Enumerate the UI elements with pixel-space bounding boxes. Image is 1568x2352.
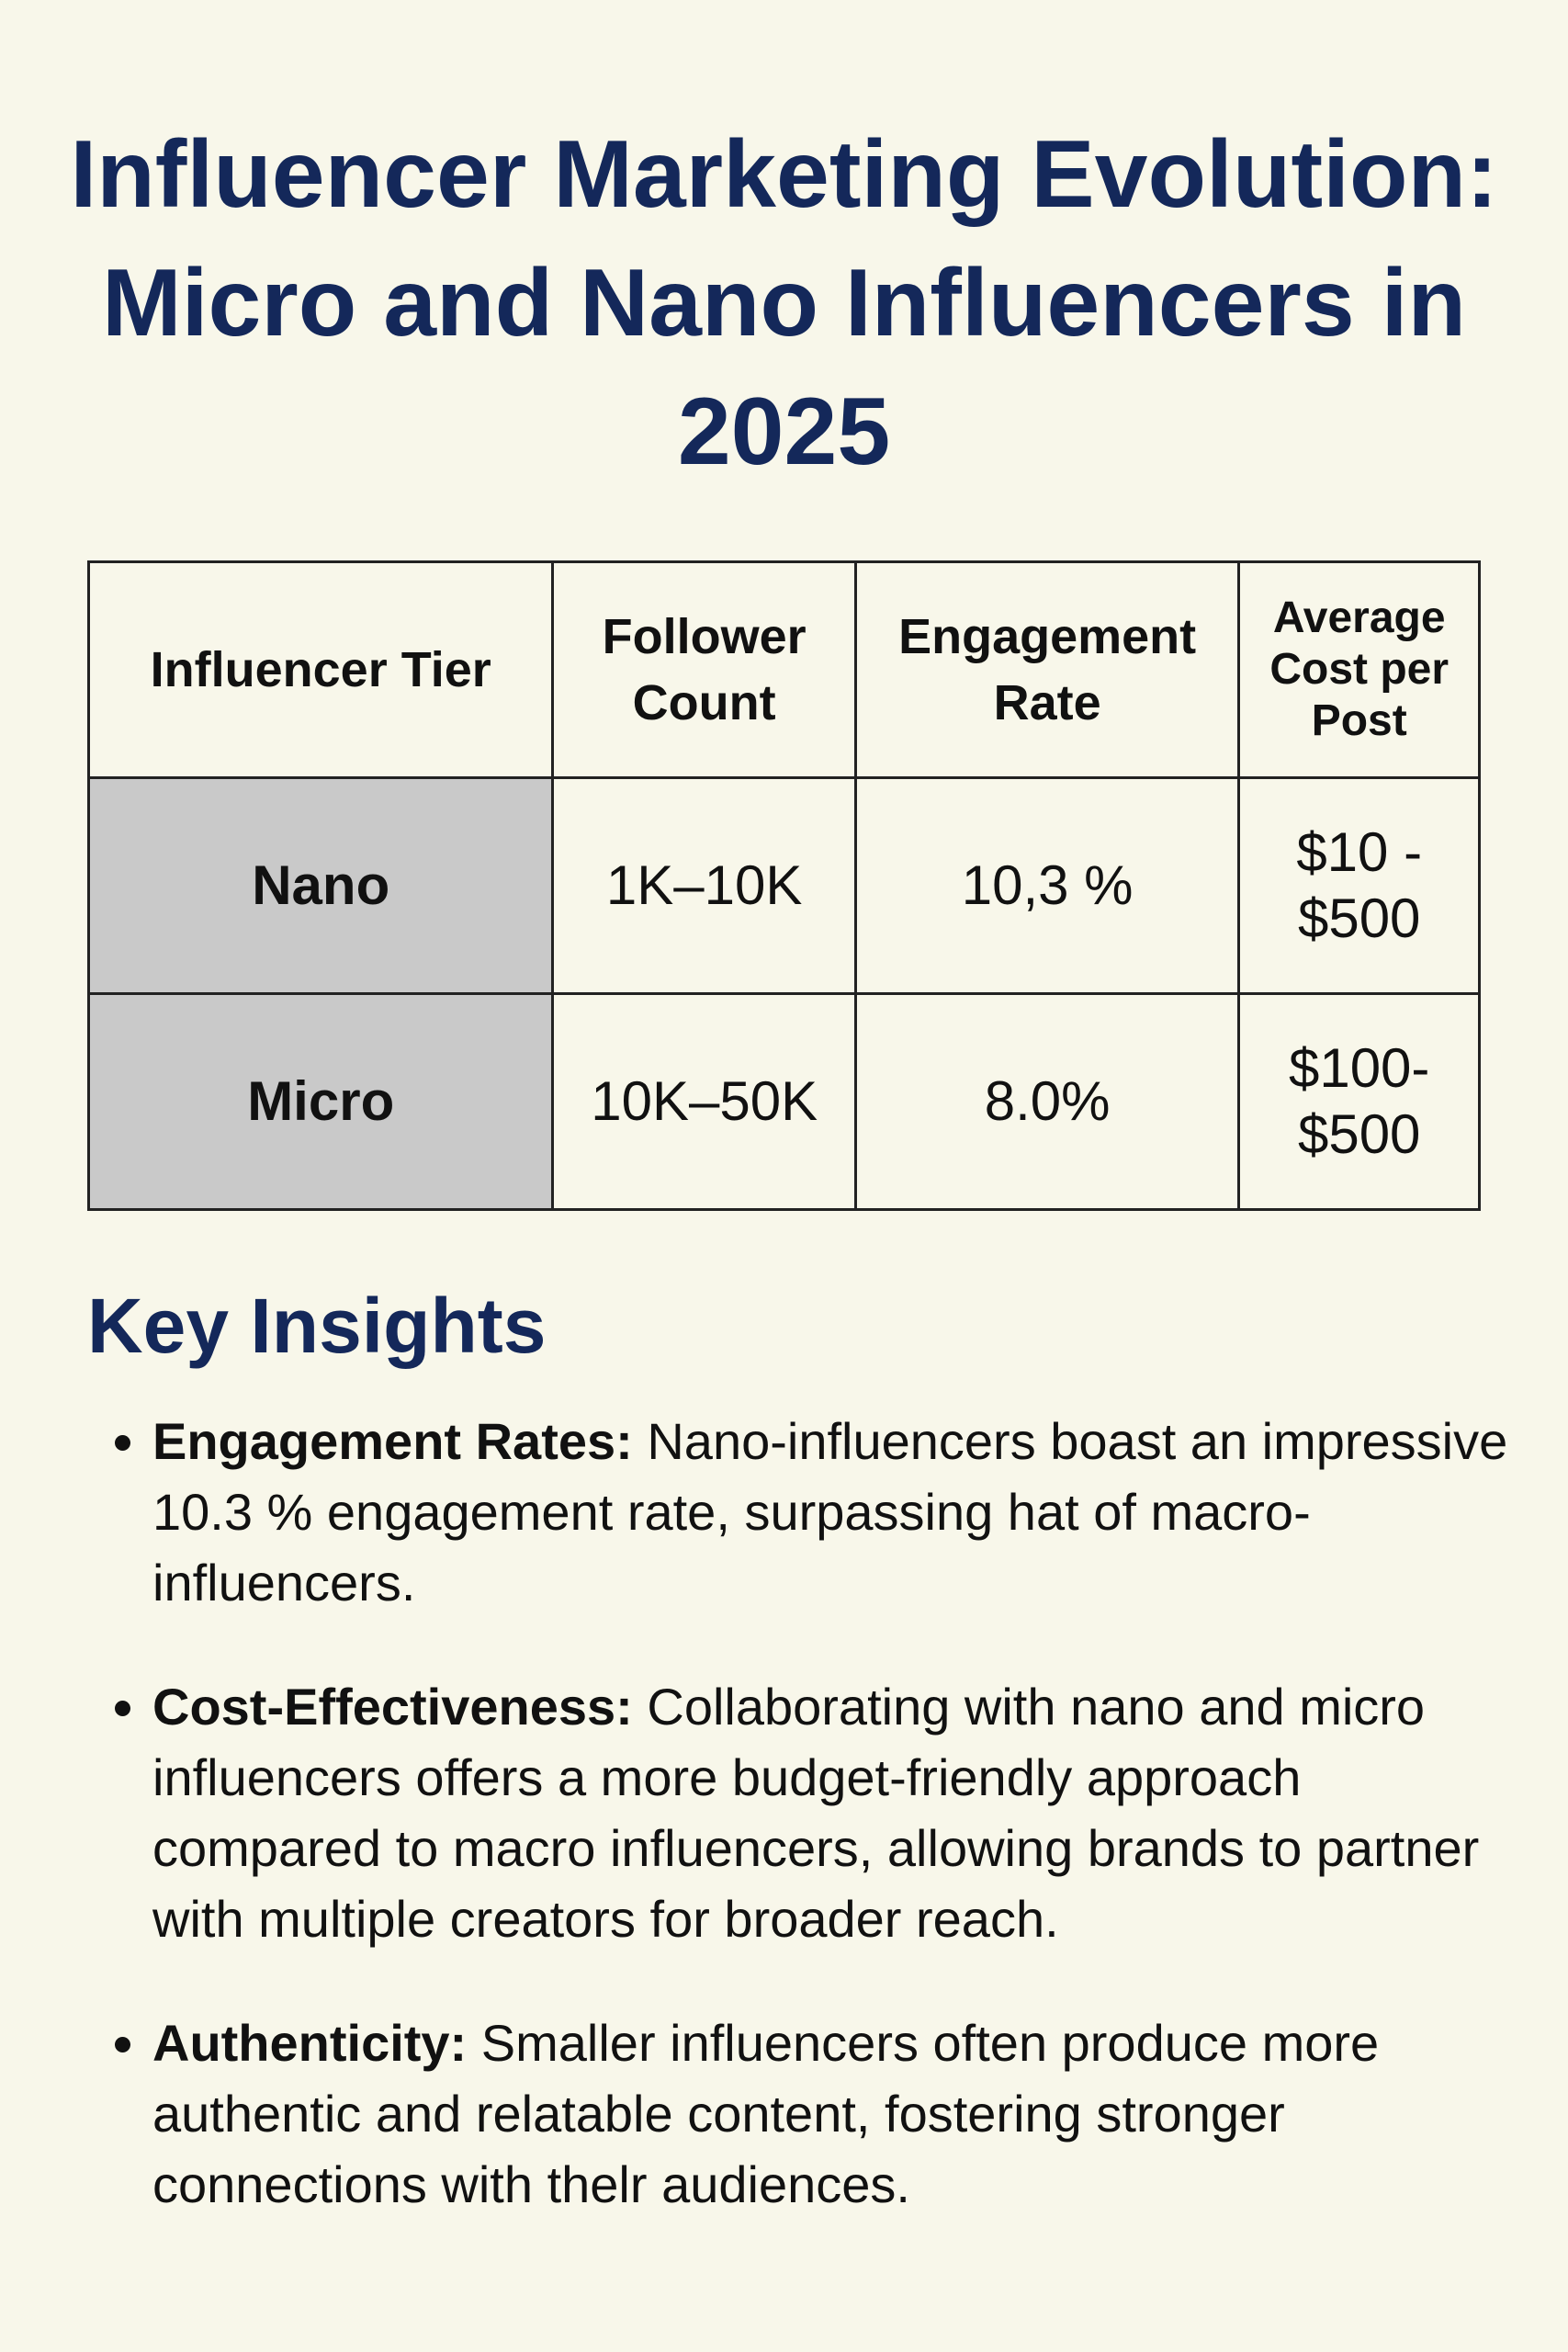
insight: Cost-Effectiveness: Collaborating with n… [152, 1671, 1540, 1954]
tier-cell: Nano [86, 776, 555, 995]
header-row: Influencer Tier Follower Count Engagemen… [86, 560, 1481, 779]
tier-cell: Micro [86, 992, 555, 1211]
header-cell: Influencer Tier [86, 560, 555, 779]
header-cell: Engagement Rate [853, 560, 1241, 779]
insight-label: Engagement Rates: [152, 1412, 633, 1470]
insight: Authenticity: Smaller influencers often … [152, 2007, 1540, 2220]
table-row: Nano 1K–10K 10,3 % $10 - $500 [86, 776, 1481, 995]
table-row: Micro 10K–50K 8.0% $100- $500 [86, 992, 1481, 1211]
insight-text: Nano-influencers boast an impressive 10.… [152, 1412, 1508, 1611]
cell: 8.0% [853, 992, 1241, 1211]
insight-text: Collaborating with nano and micro influe… [152, 1678, 1480, 1948]
header-cell: Average Cost per Post [1237, 560, 1481, 779]
cell: 10K–50K [551, 992, 857, 1211]
cell: 10,3 % [853, 776, 1241, 995]
insight-label: Cost-Effectiveness: [152, 1678, 633, 1736]
cell: $10 - $500 [1237, 776, 1481, 995]
insights-list: Engagement Rates: Nano-influencers boast… [102, 1406, 1540, 2273]
title: Influencer Marketing Evolution: Micro an… [70, 121, 1498, 485]
insights-heading: Key Insights [87, 1283, 547, 1369]
cell: $100- $500 [1237, 992, 1481, 1211]
insight: Engagement Rates: Nano-influencers boast… [152, 1406, 1540, 1618]
header-cell: Follower Count [551, 560, 857, 779]
cell: 1K–10K [551, 776, 857, 995]
insight-text: Smaller influencers often produce more a… [152, 2014, 1380, 2213]
insight-label: Authenticity: [152, 2014, 468, 2072]
tier-table: Influencer Tier Follower Count Engagemen… [86, 560, 1481, 1211]
